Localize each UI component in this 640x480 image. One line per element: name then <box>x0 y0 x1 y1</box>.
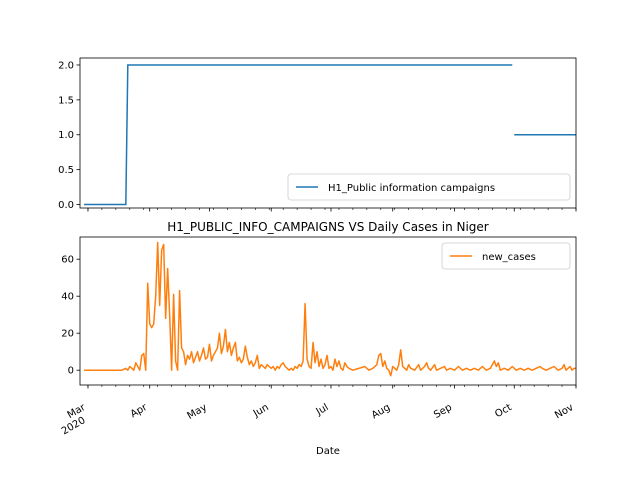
bottom-y-tick-label: 20 <box>61 329 74 340</box>
bottom-y-ticks: 0 20 40 60 <box>61 255 80 377</box>
top-y-ticks: 0.0 0.5 1.0 1.5 2.0 <box>58 60 80 211</box>
top-legend-box <box>287 173 571 201</box>
bottom-chart: H1_PUBLIC_INFO_CAMPAIGNS VS Daily Cases … <box>60 220 577 457</box>
bottom-series <box>83 241 576 377</box>
bottom-y-tick-label: 40 <box>61 292 74 303</box>
top-y-tick-label: 2.0 <box>58 60 74 71</box>
bottom-legend: new_cases <box>441 242 571 270</box>
bottom-x-axis-label: Date <box>316 446 340 457</box>
bottom-series-line <box>83 241 576 377</box>
top-chart: 0.0 0.5 1.0 1.5 2.0 H1_Public information ca… <box>58 57 577 212</box>
top-y-tick-label: 1.5 <box>58 95 74 106</box>
top-legend: H1_Public information campaigns <box>287 173 571 201</box>
top-axes-frame <box>79 57 577 209</box>
top-y-tick-label: 0.0 <box>58 200 74 211</box>
top-y-tick-label: 0.5 <box>58 165 74 176</box>
bottom-legend-box <box>441 242 571 270</box>
bottom-y-tick-label: 0 <box>68 366 74 377</box>
top-legend-label: H1_Public information campaigns <box>328 183 495 194</box>
bottom-axes-frame <box>79 236 577 386</box>
top-series-line <box>83 64 513 206</box>
bottom-chart-title: H1_PUBLIC_INFO_CAMPAIGNS VS Daily Cases … <box>167 220 489 234</box>
bottom-y-tick-label: 60 <box>61 255 74 266</box>
top-series <box>83 64 576 206</box>
bottom-legend-label: new_cases <box>482 252 536 263</box>
top-y-tick-label: 1.0 <box>58 130 74 141</box>
